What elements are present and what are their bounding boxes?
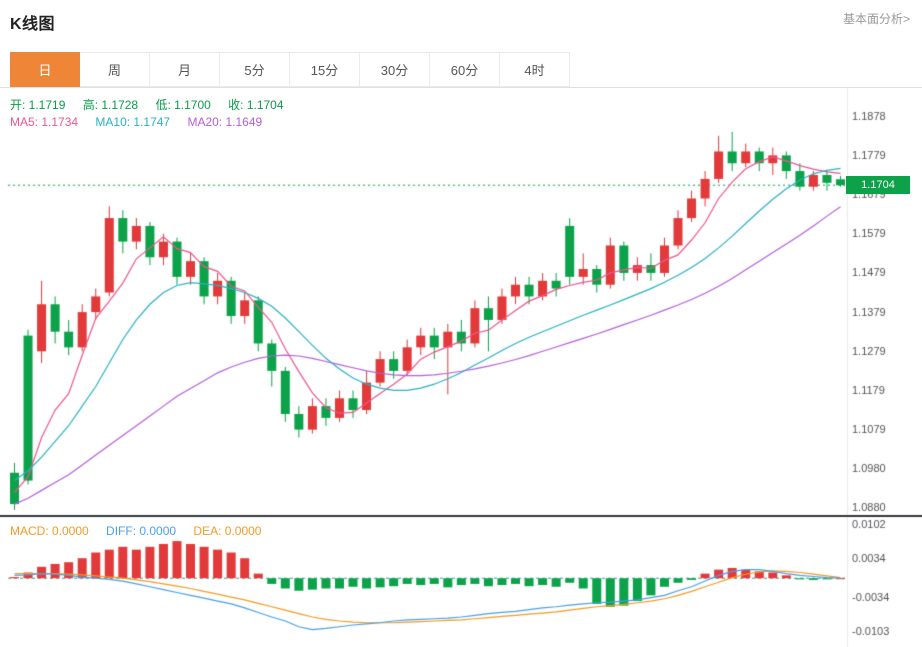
page-title: K线图 bbox=[10, 16, 56, 33]
period-tab-30分[interactable]: 30分 bbox=[360, 52, 430, 87]
macd-legend: MACD: 0.0000 DIFF: 0.0000 DEA: 0.0000 bbox=[10, 524, 275, 538]
ma5-value: MA5: 1.1734 bbox=[10, 115, 79, 129]
period-tabs: 日周月 5分 15分 30分 60分 4时 bbox=[0, 52, 922, 88]
ohlc-legend: 开: 1.1719 高: 1.1728 低: 1.1700 收: 1.1704 bbox=[10, 96, 298, 113]
chart-area: 开: 1.1719 高: 1.1728 低: 1.1700 收: 1.1704 … bbox=[0, 88, 922, 647]
period-tab-日[interactable]: 日 bbox=[10, 52, 80, 87]
ma-legend: MA5: 1.1734 MA10: 1.1747 MA20: 1.1649 bbox=[10, 115, 276, 129]
period-tab-周[interactable]: 周 bbox=[80, 52, 150, 87]
kline-chart-canvas[interactable] bbox=[0, 88, 922, 647]
fundamental-analysis-link[interactable]: 基本面分析> bbox=[842, 12, 910, 26]
period-tab-4时[interactable]: 4时 bbox=[500, 52, 570, 87]
high-value: 高: 1.1728 bbox=[82, 98, 139, 112]
low-value: 低: 1.1700 bbox=[155, 98, 211, 112]
current-price-tag: 1.1704 bbox=[846, 176, 910, 195]
ma10-value: MA10: 1.1747 bbox=[95, 115, 171, 129]
period-tab-5分[interactable]: 5分 bbox=[220, 52, 290, 87]
period-tab-15分[interactable]: 15分 bbox=[290, 52, 360, 87]
dea-value: DEA: 0.0000 bbox=[193, 524, 262, 538]
macd-value: MACD: 0.0000 bbox=[10, 524, 89, 538]
topbar: K线图 基本面分析> bbox=[0, 0, 922, 52]
close-value: 收: 1.1704 bbox=[228, 98, 284, 112]
period-tab-60分[interactable]: 60分 bbox=[430, 52, 500, 87]
period-tab-月[interactable]: 月 bbox=[150, 52, 220, 87]
diff-value: DIFF: 0.0000 bbox=[106, 524, 177, 538]
open-value: 开: 1.1719 bbox=[10, 98, 66, 112]
ma20-value: MA20: 1.1649 bbox=[187, 115, 263, 129]
